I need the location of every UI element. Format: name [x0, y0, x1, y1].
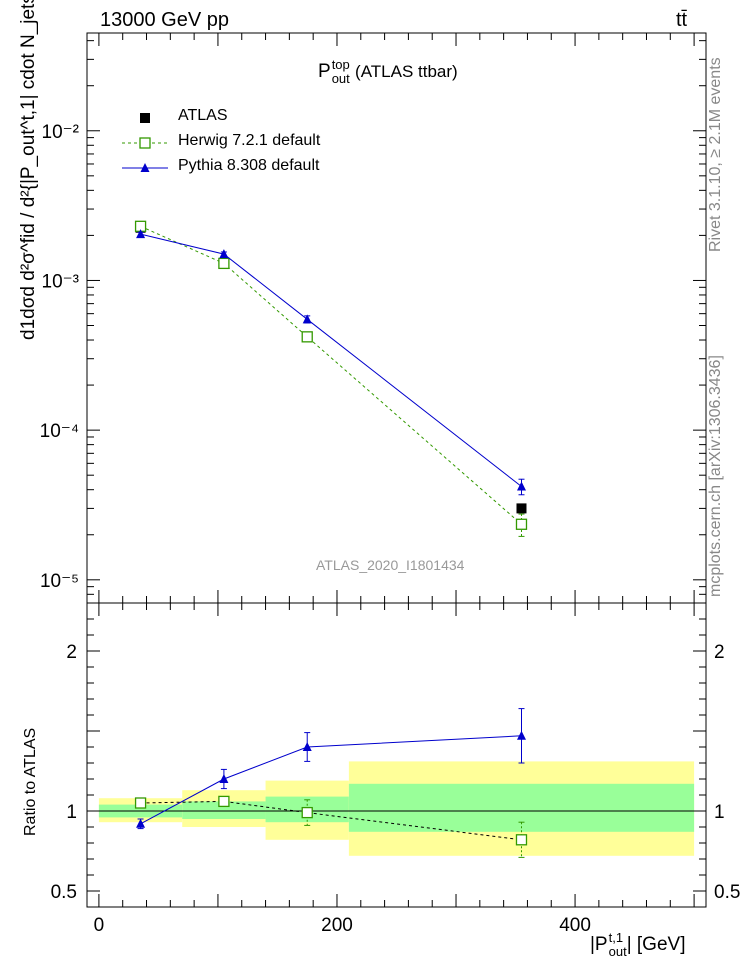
ratio-point-pythia — [302, 742, 312, 751]
main-point-pythia — [302, 314, 312, 324]
x-axis-label-sub: out — [608, 944, 627, 959]
mcplots-reference-label: mcplots.cern.ch [arXiv:1306.3436] — [707, 355, 724, 597]
legend-symbol-atlas — [140, 113, 150, 123]
ratio-y-tick-label-left: 0.5 — [51, 882, 77, 903]
main-y-tick-label: 10⁻⁵ — [40, 571, 79, 592]
x-axis-label-rest: | [GeV] — [626, 934, 686, 956]
x-tick-label: 400 — [559, 915, 591, 936]
legend-entry-pythia: Pythia 8.308 default — [178, 157, 320, 174]
ratio-y-tick-label-right: 2 — [714, 642, 725, 663]
main-y-tick-label: 10⁻² — [42, 122, 80, 143]
main-y-axis-label: d1dσd d²σ^fid / d²{|P_out^t,1| cdot N_je… — [18, 0, 39, 340]
legend-symbol-pythia — [140, 163, 150, 172]
ratio-point-herwig — [301, 806, 313, 819]
plot-title-rest: (ATLAS ttbar) — [355, 62, 458, 82]
main-point-herwig — [515, 518, 528, 530]
process-label: tt̄ — [676, 9, 688, 31]
ratio-point-herwig — [134, 797, 147, 809]
main-point-herwig — [301, 331, 313, 343]
x-axis-label-sup: t,1 — [608, 930, 624, 945]
main-y-tick-label: 10⁻³ — [42, 271, 80, 292]
plot-title-sub: out — [331, 71, 350, 86]
ratio-frame — [86, 602, 707, 908]
legend-entry-atlas: ATLAS — [178, 107, 228, 124]
ratio-point-pythia — [219, 774, 229, 783]
x-axis-label: |P t,1 out | [GeV] — [590, 931, 685, 959]
main-point-herwig — [218, 257, 230, 270]
x-tick-label: 0 — [94, 915, 105, 936]
ratio-point-herwig — [515, 834, 528, 846]
plot-title-main: P — [318, 61, 331, 83]
ratio-stat-band — [182, 801, 266, 819]
main-point-pythia — [516, 481, 526, 491]
energy-label: 13000 GeV pp — [100, 9, 229, 31]
x-axis-label-main: |P — [590, 934, 608, 956]
ratio-y-tick-label-right: 0.5 — [714, 882, 740, 903]
analysis-label: ATLAS_2020_I1801434 — [316, 557, 465, 573]
ratio-y-tick-label-right: 1 — [714, 802, 725, 823]
main-y-tick-label: 10⁻⁴ — [40, 421, 79, 442]
ratio-stat-band — [348, 783, 695, 832]
main-point-pythia — [136, 229, 146, 239]
main-point-pythia — [219, 249, 229, 259]
rivet-version-label: Rivet 3.1.10, ≥ 2.1M events — [707, 57, 724, 252]
main-point-atlas — [516, 503, 527, 514]
main-series-line-herwig — [140, 225, 522, 525]
main-series-line-pythia — [140, 233, 522, 487]
ratio-y-axis-label: Ratio to ATLAS — [22, 727, 39, 836]
legend-entry-herwig: Herwig 7.2.1 default — [178, 132, 321, 149]
ratio-point-pythia — [516, 730, 526, 740]
x-tick-label: 200 — [321, 915, 353, 936]
legend-symbol-herwig — [139, 137, 151, 149]
plot-title-sup: top — [331, 57, 350, 72]
ratio-y-tick-label-left: 1 — [66, 802, 77, 823]
ratio-point-pythia — [136, 818, 146, 828]
ratio-series-line-pythia — [140, 735, 522, 825]
main-panel: 10⁻⁵ 10⁻⁴ 10⁻³ 10⁻² — [40, 32, 707, 604]
ratio-panel: 0 200 400 0.5 0.5 1 1 2 2 — [51, 602, 740, 936]
ratio-point-herwig — [218, 795, 230, 808]
ratio-y-tick-label-left: 2 — [66, 642, 77, 663]
